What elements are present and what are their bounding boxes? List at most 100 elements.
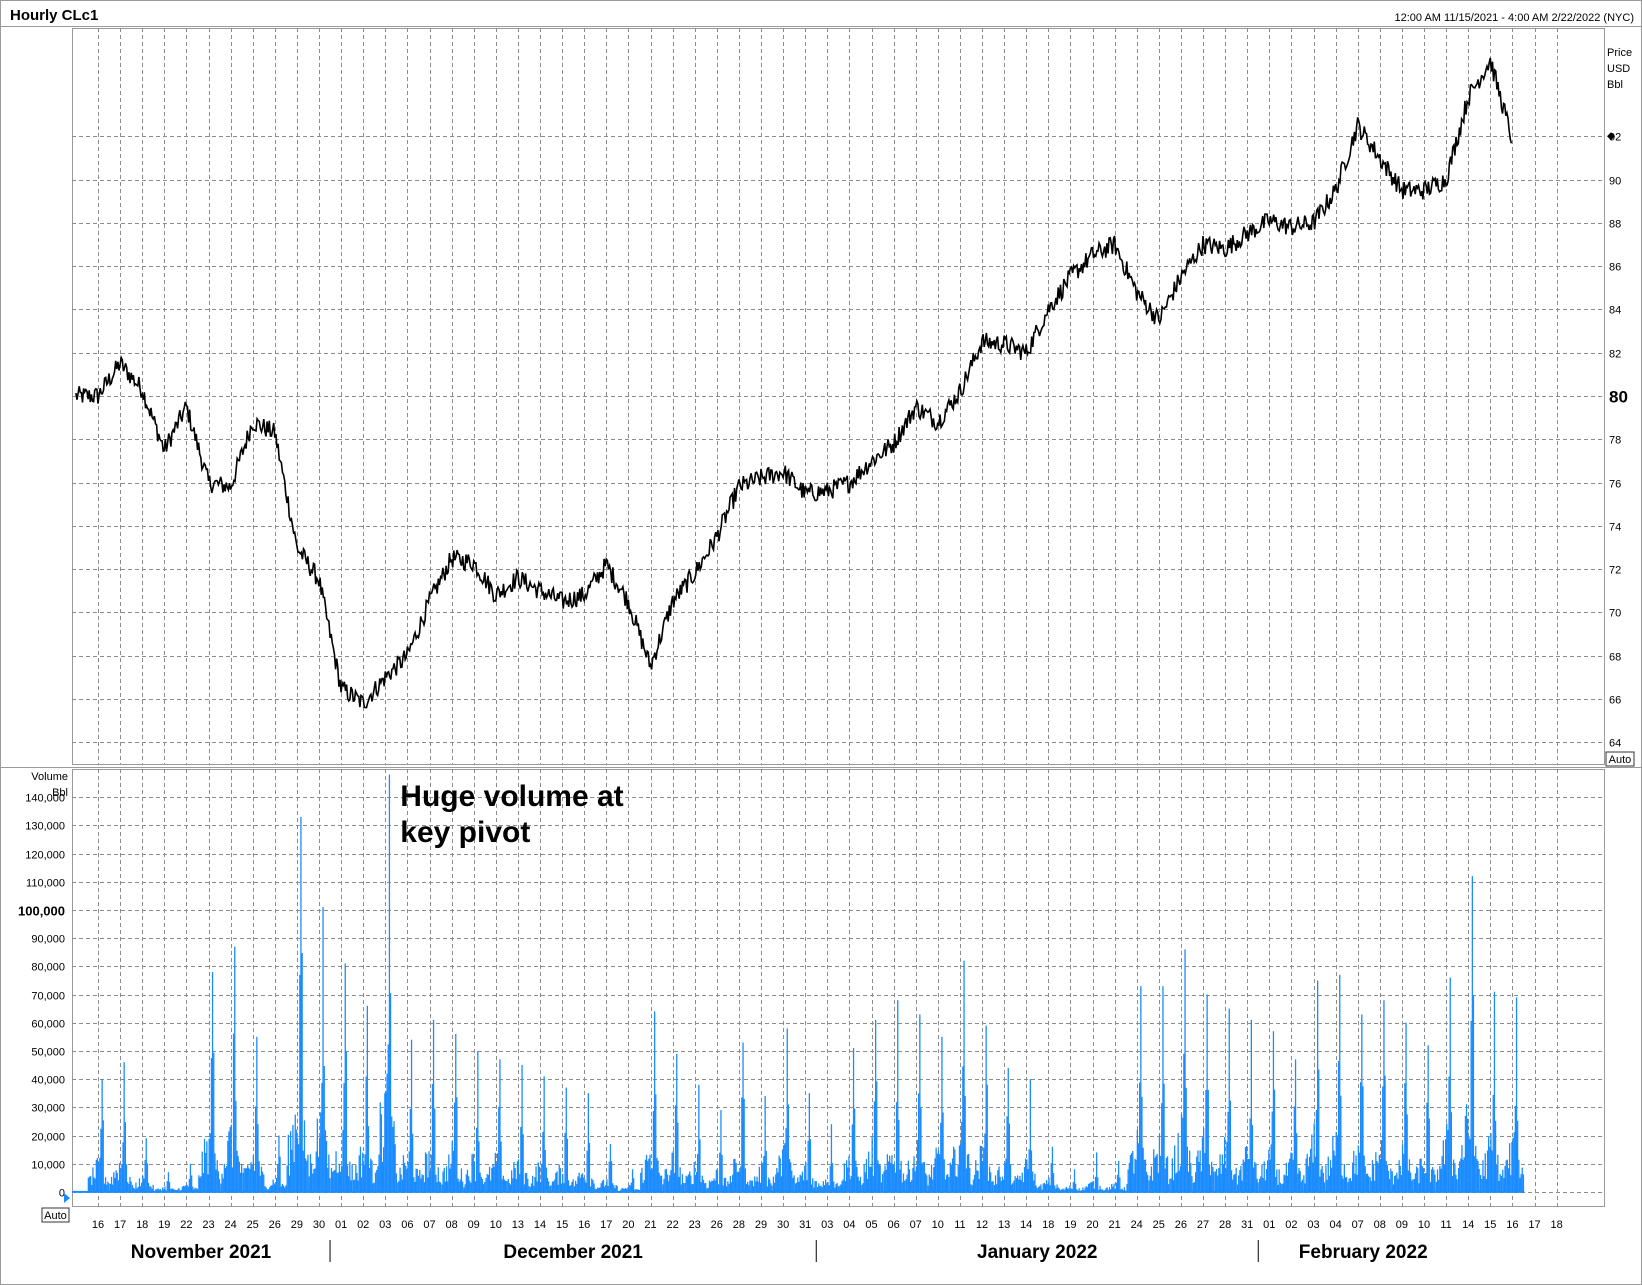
price-ylabel-line-3: Bbl bbox=[1607, 79, 1623, 91]
volume-bar bbox=[701, 1175, 703, 1192]
volume-bar bbox=[430, 1154, 432, 1192]
volume-bar bbox=[1328, 1175, 1330, 1192]
volume-bar bbox=[765, 1150, 767, 1192]
volume-bar bbox=[1058, 1188, 1060, 1192]
volume-bar bbox=[1418, 1183, 1420, 1192]
volume-bar bbox=[1017, 1175, 1019, 1192]
volume-bar bbox=[500, 1141, 502, 1192]
volume-bar bbox=[761, 1163, 763, 1192]
volume-bar bbox=[1118, 1160, 1120, 1192]
volume-bar bbox=[508, 1183, 510, 1192]
price-auto-button[interactable] bbox=[1605, 751, 1635, 767]
volume-bar bbox=[1463, 1157, 1465, 1192]
volume-bar bbox=[253, 1170, 256, 1192]
volume-bar bbox=[1365, 1174, 1368, 1192]
volume-bar bbox=[1421, 1166, 1423, 1192]
volume-bar bbox=[1087, 1183, 1090, 1192]
volume-bar bbox=[1339, 974, 1341, 1192]
volume-bar bbox=[758, 1166, 760, 1192]
volume-bar bbox=[114, 1177, 116, 1192]
volume-bar bbox=[978, 1179, 980, 1192]
volume-bar bbox=[443, 1167, 445, 1192]
volume-bar bbox=[1277, 1185, 1279, 1192]
volume-bar bbox=[144, 1159, 146, 1192]
volume-bar bbox=[426, 1154, 428, 1192]
x-day-label: 06 bbox=[887, 1219, 899, 1231]
volume-bar bbox=[1034, 1173, 1036, 1192]
volume-bar bbox=[1047, 1183, 1049, 1192]
volume-bar bbox=[124, 1122, 126, 1192]
volume-bar bbox=[393, 1121, 395, 1192]
volume-bar bbox=[1436, 1169, 1439, 1192]
volume-bar bbox=[1200, 1171, 1202, 1192]
volume-bar bbox=[885, 1169, 887, 1192]
volume-bar bbox=[452, 1150, 455, 1192]
volume-bar bbox=[1136, 1129, 1138, 1192]
volume-bar bbox=[759, 1182, 762, 1192]
volume-bar bbox=[378, 1154, 380, 1192]
volume-bar bbox=[258, 1161, 260, 1192]
volume-bar bbox=[741, 1097, 743, 1192]
volume-bar bbox=[170, 1188, 172, 1192]
volume-bar bbox=[1239, 1170, 1241, 1192]
volume-bar bbox=[415, 1168, 417, 1192]
volume-bar bbox=[1457, 1168, 1460, 1192]
volume-bar bbox=[708, 1180, 711, 1192]
volume-bar bbox=[1433, 1169, 1435, 1192]
volume-tick-label: 110,000 bbox=[26, 878, 65, 890]
volume-bar bbox=[1100, 1189, 1102, 1192]
volume-bar bbox=[532, 1175, 534, 1192]
volume-bar bbox=[605, 1185, 607, 1192]
volume-bar bbox=[928, 1174, 930, 1192]
volume-bar bbox=[122, 1142, 124, 1192]
volume-bar bbox=[202, 1173, 205, 1192]
volume-bar bbox=[837, 1186, 839, 1192]
volume-tick-label: 60,000 bbox=[31, 1019, 65, 1031]
volume-bar bbox=[647, 1160, 649, 1192]
volume-bar bbox=[1489, 1146, 1491, 1192]
x-day-label: 21 bbox=[644, 1219, 656, 1231]
volume-bar bbox=[1424, 1173, 1426, 1192]
volume-bar bbox=[309, 1154, 312, 1192]
volume-bar bbox=[287, 1134, 289, 1192]
volume-bar bbox=[419, 1170, 421, 1192]
volume-bar bbox=[1113, 1183, 1115, 1192]
volume-bar bbox=[947, 1174, 949, 1192]
volume-bar bbox=[207, 1174, 209, 1192]
volume-bar bbox=[482, 1184, 485, 1192]
volume-bar bbox=[474, 1181, 477, 1192]
volume-bar bbox=[336, 1172, 338, 1192]
last-price-marker bbox=[1607, 132, 1615, 141]
volume-bar bbox=[1018, 1179, 1020, 1192]
x-day-label: 10 bbox=[490, 1219, 502, 1231]
volume-bar bbox=[177, 1189, 179, 1192]
volume-bar bbox=[120, 1168, 122, 1192]
volume-bar bbox=[1271, 1111, 1273, 1192]
volume-bar bbox=[1282, 1183, 1284, 1192]
volume-bar bbox=[626, 1189, 628, 1192]
volume-bar bbox=[715, 1169, 717, 1192]
volume-bar bbox=[1478, 1168, 1480, 1192]
volume-bar bbox=[740, 1166, 742, 1192]
volume-bar bbox=[982, 1161, 984, 1192]
volume-bar bbox=[833, 1181, 835, 1192]
volume-bar bbox=[948, 1177, 950, 1192]
volume-bar bbox=[783, 1145, 785, 1192]
volume-bar bbox=[1265, 1169, 1268, 1192]
volume-bar bbox=[959, 1143, 962, 1192]
volume-auto-label: Auto bbox=[44, 1210, 67, 1222]
volume-bar bbox=[564, 1132, 566, 1192]
volume-bar bbox=[699, 1139, 701, 1192]
volume-bar bbox=[456, 1097, 458, 1192]
volume-bar bbox=[664, 1169, 666, 1192]
volume-bar bbox=[1332, 1135, 1334, 1192]
volume-bar bbox=[577, 1176, 579, 1192]
volume-bar bbox=[451, 1141, 453, 1192]
volume-bar bbox=[221, 1173, 223, 1192]
x-day-label: 13 bbox=[998, 1219, 1010, 1231]
volume-bar bbox=[608, 1161, 610, 1192]
volume-bar bbox=[1065, 1186, 1068, 1192]
volume-auto-button[interactable] bbox=[41, 1207, 70, 1223]
volume-bar bbox=[1336, 1135, 1339, 1192]
volume-bar bbox=[630, 1182, 632, 1192]
